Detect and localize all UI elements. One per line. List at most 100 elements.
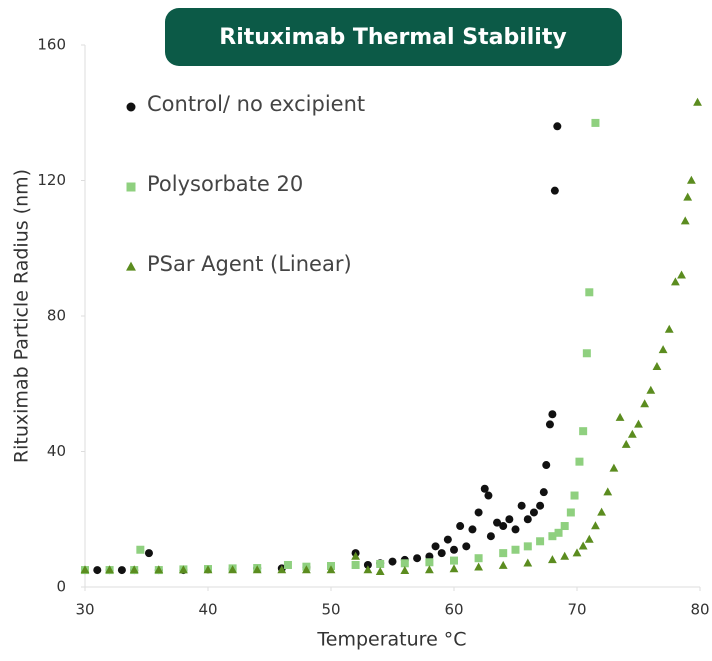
point (523, 558, 533, 567)
point (129, 565, 139, 574)
point (652, 362, 662, 371)
point (498, 560, 508, 569)
point (511, 545, 520, 554)
y-tick-label: 80 (47, 307, 66, 325)
point (539, 488, 548, 497)
point (456, 522, 465, 531)
point (572, 548, 582, 557)
point (640, 399, 650, 408)
point (228, 565, 237, 574)
point (664, 324, 674, 333)
point (351, 551, 360, 560)
point (542, 461, 551, 470)
point (105, 565, 114, 574)
point (93, 566, 102, 575)
point (560, 522, 569, 531)
point (499, 522, 508, 531)
point (686, 175, 696, 184)
y-tick-label: 120 (37, 171, 66, 189)
point (517, 501, 526, 510)
y-tick-label: 160 (37, 36, 66, 54)
point (425, 565, 434, 574)
point (486, 532, 495, 541)
point (363, 560, 372, 569)
legend-marker (126, 102, 136, 112)
point (154, 565, 164, 574)
point (351, 560, 360, 569)
point (646, 385, 656, 394)
point (548, 410, 557, 419)
point (584, 534, 594, 543)
point (693, 97, 702, 106)
point (505, 515, 514, 524)
x-tick-label: 50 (321, 601, 340, 619)
point (413, 554, 422, 563)
point (468, 525, 477, 534)
point (117, 566, 126, 575)
point (683, 192, 693, 201)
point (480, 484, 489, 493)
point (634, 419, 643, 428)
legend-marker (126, 182, 136, 192)
point (621, 439, 631, 448)
point (80, 565, 90, 574)
point (484, 491, 493, 500)
point (554, 528, 563, 537)
point (375, 566, 385, 575)
point (585, 288, 594, 297)
point (474, 562, 483, 571)
y-axis-label: Rituximab Particle Radius (nm) (11, 169, 33, 463)
x-tick-label: 80 (690, 601, 709, 619)
point (566, 508, 575, 517)
point (615, 412, 625, 421)
point (553, 122, 562, 131)
point (376, 559, 385, 568)
legend-marker (126, 261, 136, 271)
point (425, 558, 434, 567)
point (252, 565, 262, 574)
point (400, 559, 409, 568)
point (449, 564, 459, 573)
point (431, 542, 440, 551)
point (443, 535, 452, 544)
x-tick-label: 70 (567, 601, 586, 619)
point (499, 549, 508, 558)
title-box (165, 8, 622, 66)
point (671, 277, 680, 286)
point (363, 565, 373, 574)
x-tick-label: 60 (444, 601, 463, 619)
point (283, 560, 292, 569)
legend-label: Control/ no excipient (147, 92, 365, 116)
point (400, 565, 410, 574)
point (179, 565, 188, 574)
point (603, 487, 613, 496)
x-tick-label: 40 (198, 601, 217, 619)
chart-title: Rituximab Thermal Stability (219, 25, 566, 50)
point (582, 349, 591, 358)
point (511, 525, 520, 534)
point (579, 427, 588, 436)
point (450, 545, 458, 554)
point (575, 457, 584, 466)
legend-label: Polysorbate 20 (147, 172, 303, 196)
point (450, 556, 458, 565)
point (493, 518, 502, 527)
point (462, 542, 471, 551)
point (536, 537, 545, 546)
point (136, 545, 145, 554)
point (474, 508, 483, 517)
point (548, 532, 557, 541)
point (560, 551, 570, 560)
point (597, 507, 606, 516)
y-tick-label: 40 (47, 442, 66, 460)
point (326, 565, 336, 574)
legend-label: PSar Agent (Linear) (147, 252, 352, 276)
x-axis-label: Temperature °C (316, 629, 466, 651)
point (277, 565, 287, 574)
point (545, 420, 554, 429)
point (591, 118, 600, 127)
point (523, 542, 532, 551)
point (529, 508, 538, 517)
